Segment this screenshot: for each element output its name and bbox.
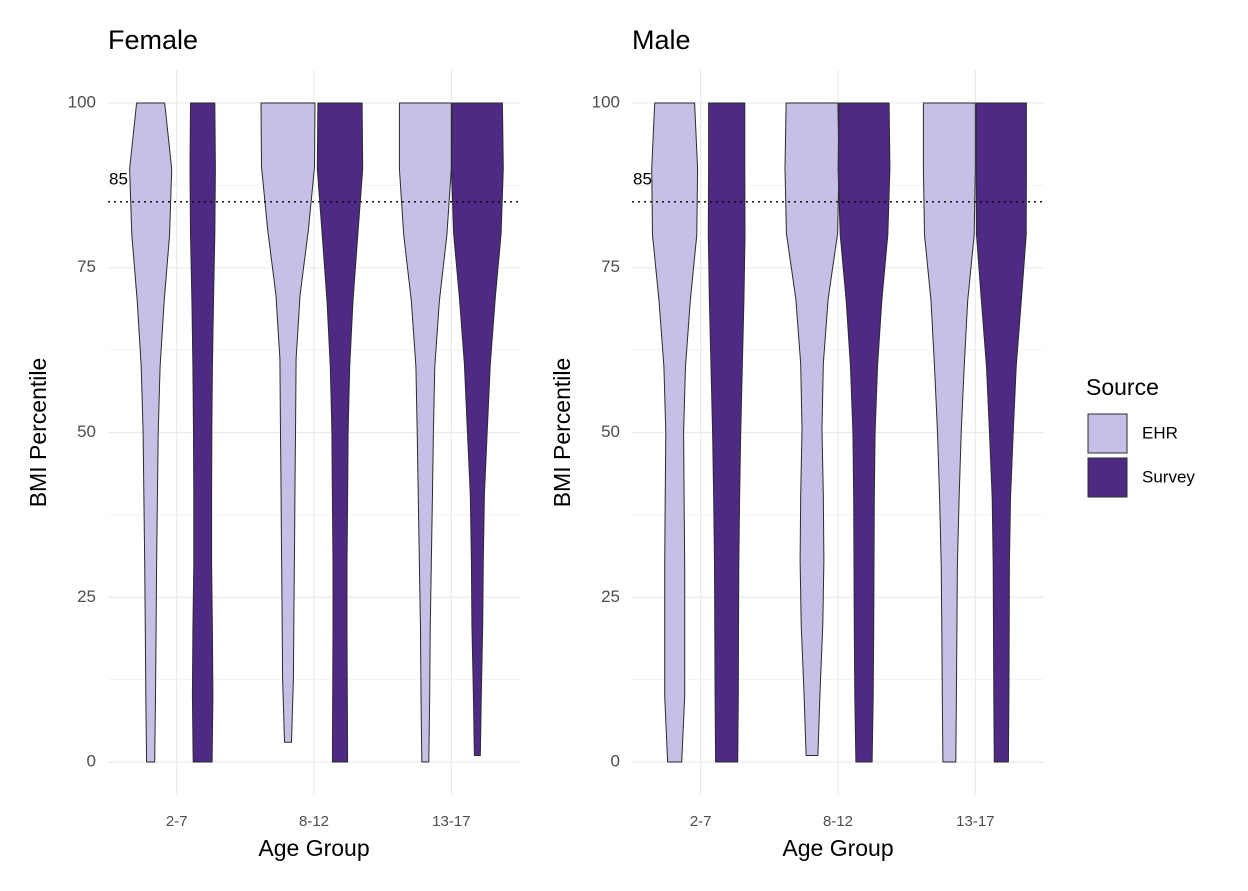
x-tick-label: 13-17 (432, 813, 470, 830)
violin (837, 102, 891, 763)
legend-title: Source (1086, 374, 1159, 400)
violin (129, 102, 173, 763)
violin (975, 102, 1027, 763)
y-tick-label: 100 (68, 92, 96, 111)
y-tick-label: 75 (77, 257, 96, 276)
y-axis-title: BMI Percentile (25, 358, 51, 508)
y-tick-label: 75 (601, 257, 620, 276)
x-tick-label: 8-12 (299, 813, 329, 830)
panel-title: Female (108, 25, 198, 55)
y-tick-label: 50 (77, 422, 96, 441)
x-tick-label: 8-12 (823, 813, 853, 830)
x-axis-title: Age Group (258, 835, 369, 861)
legend-key (1087, 413, 1128, 454)
violin (922, 102, 976, 763)
y-tick-label: 25 (601, 587, 620, 606)
y-tick-label: 0 (87, 752, 96, 771)
violin (707, 102, 746, 763)
violin (651, 102, 699, 763)
y-axis-title: BMI Percentile (549, 358, 575, 508)
reference-label: 85 (633, 169, 652, 188)
x-tick-label: 13-17 (956, 813, 994, 830)
reference-label: 85 (109, 169, 128, 188)
x-tick-label: 2-7 (690, 813, 712, 830)
legend-key (1087, 457, 1128, 498)
violin (260, 102, 316, 743)
legend-label: Survey (1142, 467, 1195, 486)
y-tick-label: 25 (77, 587, 96, 606)
violin (784, 102, 840, 756)
violin (450, 102, 504, 756)
y-tick-label: 100 (592, 92, 620, 111)
y-tick-label: 0 (611, 752, 620, 771)
violin (189, 102, 216, 763)
y-tick-label: 50 (601, 422, 620, 441)
x-axis-title: Age Group (782, 835, 893, 861)
x-tick-label: 2-7 (166, 813, 188, 830)
legend-label: EHR (1142, 423, 1178, 442)
violin (316, 102, 364, 763)
panel-title: Male (632, 25, 691, 55)
violin (398, 102, 452, 763)
